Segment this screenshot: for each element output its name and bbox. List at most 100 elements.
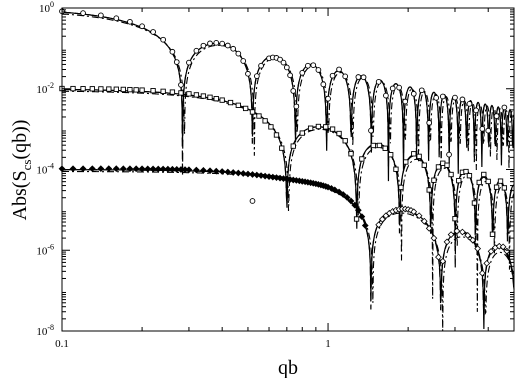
series-3-marker bbox=[224, 168, 232, 176]
series-2-marker bbox=[493, 184, 500, 190]
series-2-marker bbox=[178, 90, 184, 96]
series-2-marker bbox=[403, 159, 409, 165]
series-2-marker bbox=[193, 92, 200, 98]
series-1-marker bbox=[396, 84, 402, 91]
series-2-marker bbox=[106, 86, 112, 92]
series-1-marker bbox=[207, 40, 213, 47]
series-2-marker bbox=[98, 86, 104, 92]
series-1-marker bbox=[169, 48, 176, 55]
series-1-marker bbox=[439, 93, 446, 100]
series-3-marker bbox=[97, 165, 105, 173]
series-3-marker bbox=[265, 173, 273, 180]
series-2-marker bbox=[89, 86, 95, 92]
x-tick-label: 0.1 bbox=[55, 338, 69, 350]
series-2-marker bbox=[249, 109, 256, 115]
series-1-marker bbox=[325, 95, 331, 102]
series-3-marker bbox=[234, 169, 242, 177]
series-3-marker bbox=[206, 167, 214, 175]
series-2-marker bbox=[315, 123, 322, 130]
series-2-marker bbox=[398, 184, 404, 191]
series-2-marker bbox=[139, 87, 145, 93]
series-1-marker bbox=[426, 119, 433, 126]
series-1-marker bbox=[360, 74, 367, 81]
series-2-marker bbox=[127, 86, 133, 93]
series-2-marker bbox=[133, 87, 139, 93]
y-axis-label: Abs(Scs(qb)) bbox=[9, 120, 34, 221]
series-3-marker bbox=[79, 165, 87, 173]
series-1-marker bbox=[290, 88, 297, 94]
series-3-marker bbox=[443, 238, 451, 246]
series-1-marker bbox=[410, 90, 417, 97]
series-1-marker bbox=[150, 29, 156, 35]
series-1-marker bbox=[193, 47, 200, 54]
series-2-marker bbox=[268, 124, 274, 130]
series-3-marker bbox=[415, 212, 423, 220]
series-2-marker bbox=[431, 177, 437, 183]
series-3-marker bbox=[499, 243, 507, 251]
series-3-marker bbox=[154, 165, 162, 173]
series-3-marker bbox=[244, 170, 252, 178]
series-1-marker bbox=[253, 73, 260, 79]
series-3-marker bbox=[435, 253, 442, 261]
axes: 0.1 1 100 10-2 10-4 10-6 10-8 bbox=[36, 0, 514, 350]
series-3-marker bbox=[420, 217, 428, 225]
series-1-marker bbox=[240, 58, 247, 64]
series-2-marker bbox=[113, 86, 119, 92]
series-3-marker bbox=[358, 213, 366, 220]
series-3-marker bbox=[447, 231, 455, 238]
series-2-marker bbox=[207, 94, 213, 100]
x-tick-label: 1 bbox=[325, 338, 331, 350]
series-1-marker bbox=[459, 96, 466, 103]
series-1-marker bbox=[98, 12, 104, 19]
series-2-marker bbox=[370, 142, 376, 149]
y-tick-label: 100 bbox=[39, 0, 54, 15]
series-3-marker bbox=[331, 186, 339, 194]
series-3-marker bbox=[112, 165, 120, 173]
series-3-marker bbox=[185, 166, 193, 174]
series-1-marker bbox=[418, 87, 425, 94]
series-2-marker bbox=[219, 97, 225, 103]
series-1-marker bbox=[336, 66, 342, 73]
series-1-marker bbox=[249, 198, 256, 204]
series-2-marker bbox=[497, 178, 504, 184]
series-1-marker bbox=[213, 39, 220, 46]
series-3-marker bbox=[474, 245, 482, 252]
series-3-marker bbox=[361, 222, 369, 229]
series-1-marker bbox=[283, 64, 290, 71]
series-2-marker bbox=[388, 152, 394, 158]
series-3-marker bbox=[169, 165, 176, 173]
series-1-marker bbox=[139, 23, 145, 30]
series-1-marker bbox=[479, 125, 486, 132]
series-3-marker bbox=[126, 165, 134, 173]
series-1-marker bbox=[299, 69, 306, 76]
series-2-marker bbox=[70, 85, 76, 92]
series-3-marker bbox=[249, 171, 256, 178]
series-2-marker bbox=[471, 200, 478, 206]
series-3-marker bbox=[410, 208, 418, 216]
series-2-marker bbox=[426, 187, 432, 193]
series-1-marker bbox=[305, 62, 311, 69]
series-2-marker bbox=[160, 88, 166, 94]
series-3-marker bbox=[425, 224, 433, 232]
series-1-marker bbox=[245, 70, 251, 77]
series-1-marker bbox=[389, 85, 396, 92]
series-1-marker bbox=[310, 62, 317, 69]
series-3-marker bbox=[253, 171, 261, 179]
series-3-marker bbox=[324, 183, 332, 191]
series-2-marker bbox=[279, 145, 285, 151]
series-2-marker bbox=[348, 151, 354, 157]
series-3-marker bbox=[212, 167, 220, 175]
series-2-marker bbox=[435, 164, 442, 170]
series-2-marker bbox=[307, 125, 314, 131]
series-1-marker bbox=[186, 59, 192, 66]
series-3-marker bbox=[132, 165, 140, 173]
series-1-marker bbox=[80, 10, 86, 16]
series-3-marker bbox=[173, 165, 181, 173]
series-2-marker bbox=[256, 113, 262, 119]
series-2-marker bbox=[336, 130, 342, 137]
series-3-marker bbox=[354, 206, 362, 214]
series-3-marker bbox=[464, 231, 472, 239]
series-2-marker bbox=[227, 99, 234, 106]
series-2-marker bbox=[242, 105, 249, 112]
